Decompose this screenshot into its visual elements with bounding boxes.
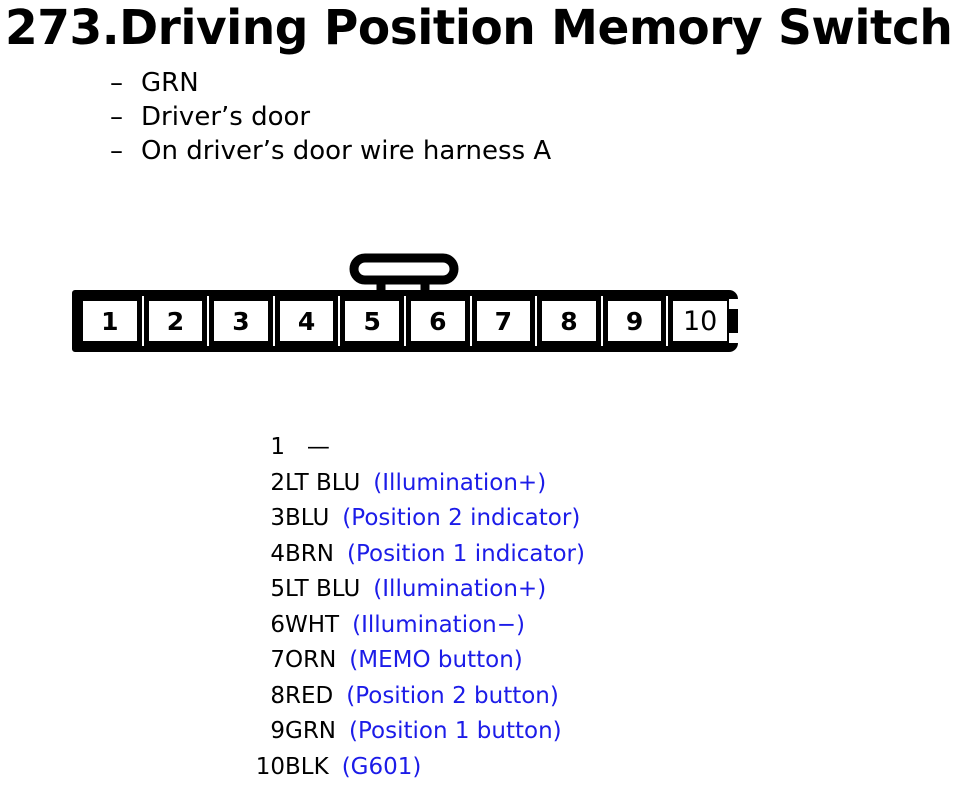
connector-cavity-4: 4: [274, 296, 339, 346]
pin-row-8: 8RED (Position 2 button): [251, 679, 585, 715]
wire-color: BRN: [285, 540, 334, 567]
pin-row-9: 9GRN (Position 1 button): [251, 714, 585, 750]
wire-color: BLU: [285, 505, 330, 531]
pin-number: 10: [255, 753, 285, 780]
connector-key-notch: [729, 333, 738, 343]
wire-color: LT BLU: [285, 469, 361, 496]
bullet-dash: –: [110, 102, 123, 132]
connector-latch-icon: [348, 253, 460, 299]
pin-row-10: 10BLK (G601): [251, 750, 585, 786]
wire-color: GRN: [285, 718, 337, 744]
page-title: 273.Driving Position Memory Switch: [5, 0, 955, 56]
pin-function: (Position 2 indicator): [342, 505, 581, 531]
page-title-text: 273.Driving Position Memory Switch: [5, 0, 953, 56]
pin-function: (Position 1 indicator): [346, 540, 585, 567]
pin-function: (Position 2 button): [346, 682, 559, 709]
wire-color: ORN: [285, 647, 337, 673]
pin-row-3: 3BLU (Position 2 indicator): [251, 501, 585, 537]
pin-function: (Illumination+): [373, 576, 547, 602]
pin-number: 1: [270, 434, 285, 460]
connector-cavity-9: 9: [602, 296, 667, 346]
pin-function: (Illumination−): [352, 611, 525, 638]
pin-function: (MEMO button): [349, 647, 523, 673]
pin-row-6: 6WHT (Illumination−): [251, 608, 585, 644]
connector-cavity-8: 8: [537, 296, 601, 346]
connector-cavity-row: 1 2 3 4 5 6 7 8 9 10: [78, 296, 732, 346]
connector-cavity-5: 5: [340, 296, 404, 346]
pin-function: (Position 1 button): [349, 718, 562, 744]
connector-notes: – GRN – Driver’s door – On driver’s door wi…: [110, 66, 551, 168]
pin-number: 8: [270, 682, 285, 709]
connector-cavity-10: 10: [668, 296, 732, 346]
connector-cavity-3: 3: [209, 296, 273, 346]
pin-number: 2: [270, 469, 285, 496]
note-text: GRN: [141, 68, 199, 98]
wire-color: WHT: [285, 611, 340, 638]
pin-row-4: 4BRN (Position 1 indicator): [251, 537, 585, 573]
pin-row-7: 7ORN (MEMO button): [251, 643, 585, 679]
pin-row-1: 1 —: [251, 430, 585, 466]
connector-cavity-2: 2: [143, 296, 208, 346]
wire-color: RED: [285, 682, 334, 709]
wire-color: BLK: [285, 753, 329, 780]
pin-function: (G601): [341, 753, 422, 780]
bullet-dash: –: [110, 68, 123, 98]
note-text: On driver’s door wire harness A: [141, 136, 552, 166]
connector-diagram: 1 2 3 4 5 6 7 8 9 10: [72, 290, 738, 352]
pin-row-5: 5LT BLU (Illumination+): [251, 572, 585, 608]
pin-function: (Illumination+): [373, 469, 547, 496]
pin-number: 7: [270, 647, 285, 673]
pin-table: 1 —2LT BLU (Illumination+) 3BLU (Position 2…: [251, 430, 585, 785]
wire-color: —: [285, 434, 330, 460]
note-harness: – On driver’s door wire harness A: [110, 134, 551, 168]
pin-number: 3: [270, 505, 285, 531]
pin-number: 9: [270, 718, 285, 744]
pin-number: 4: [270, 540, 285, 567]
connector-cavity-6: 6: [405, 296, 470, 346]
bullet-dash: –: [110, 136, 123, 166]
pin-number: 5: [270, 576, 285, 602]
wire-color: LT BLU: [285, 576, 361, 602]
connector-cavity-7: 7: [471, 296, 536, 346]
note-wire-color: – GRN: [110, 66, 551, 100]
note-location: – Driver’s door: [110, 100, 551, 134]
pin-row-2: 2LT BLU (Illumination+): [251, 466, 585, 502]
connector-cavity-1: 1: [78, 296, 142, 346]
connector-key-notch: [729, 299, 738, 309]
note-text: Driver’s door: [141, 102, 311, 132]
pin-number: 6: [270, 611, 285, 638]
